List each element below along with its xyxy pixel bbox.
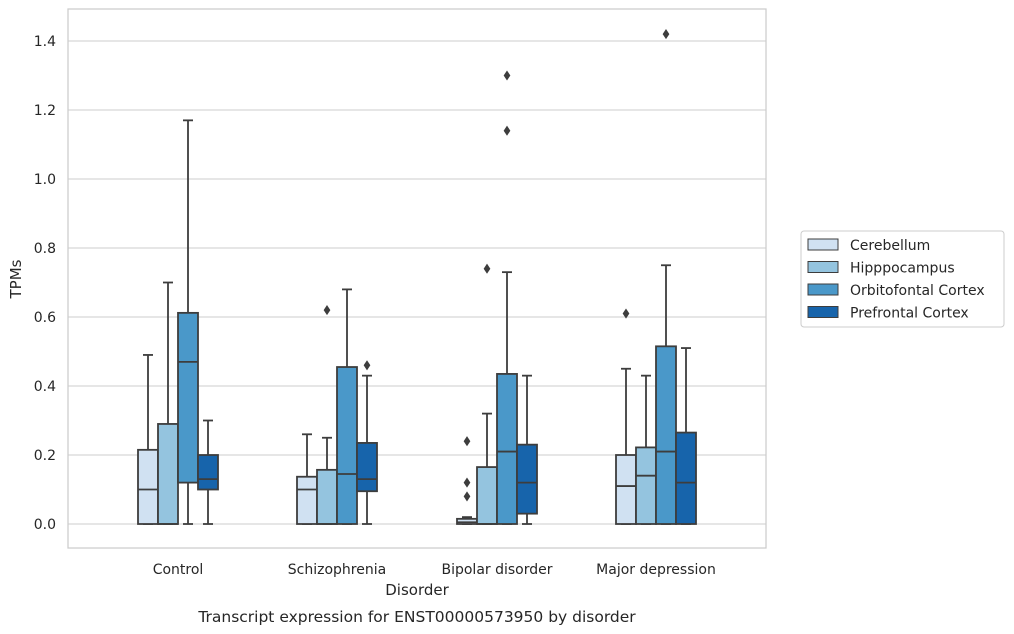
- box-orbitofontal-cortex: [655, 29, 677, 525]
- y-tick-label: 1.4: [34, 34, 56, 50]
- box-iqr: [197, 454, 219, 491]
- chart-caption: Transcript expression for ENST0000057395…: [197, 608, 636, 626]
- box-iqr: [316, 468, 338, 525]
- legend-swatch: [807, 306, 839, 318]
- box-iqr: [516, 443, 538, 515]
- box-iqr: [157, 423, 179, 525]
- box-prefrontal-cortex: [675, 347, 697, 525]
- y-axis-ticks: 0.0 0.2 0.4 0.6 0.8 1.0 1.2 1.4: [34, 34, 56, 533]
- box-orbitofontal-cortex: [177, 119, 199, 525]
- box-iqr: [336, 366, 358, 525]
- box-cerebellum: [137, 354, 159, 525]
- box-cerebellum: [296, 433, 318, 525]
- box-iqr: [635, 446, 657, 525]
- legend-label: Orbitofontal Cortex: [850, 283, 985, 299]
- outlier-point: [463, 491, 471, 502]
- legend: Cerebellum Hipppocampus Orbitofontal Corte…: [800, 230, 1005, 328]
- plot-frame: [67, 8, 767, 549]
- y-tick-label: 0.0: [34, 517, 56, 533]
- y-tick-label: 0.8: [34, 241, 56, 257]
- outlier-point: [463, 436, 471, 447]
- box-hipppocampus: [635, 374, 657, 525]
- box-iqr: [496, 373, 518, 525]
- x-axis-ticks: Control Schizophrenia Bipolar disorder Majo…: [153, 562, 716, 578]
- outlier-point: [503, 125, 511, 136]
- box-iqr: [615, 454, 637, 525]
- y-tick-label: 1.2: [34, 103, 56, 119]
- box-hipppocampus: [316, 305, 338, 525]
- outlier-point: [662, 29, 670, 40]
- legend-label: Prefrontal Cortex: [850, 306, 969, 322]
- legend-swatch: [807, 238, 839, 251]
- box-iqr: [476, 466, 498, 525]
- box-cerebellum: [615, 308, 637, 525]
- box-iqr: [655, 345, 677, 525]
- box-orbitofontal-cortex: [336, 288, 358, 525]
- y-tick-label: 0.2: [34, 448, 56, 464]
- box-iqr: [296, 475, 318, 525]
- legend-label: Cerebellum: [850, 238, 930, 254]
- x-tick-label: Major depression: [596, 562, 716, 578]
- outlier-point: [323, 305, 331, 316]
- y-tick-label: 1.0: [34, 172, 56, 188]
- box-orbitofontal-cortex: [496, 70, 518, 525]
- outlier-point: [363, 360, 371, 371]
- outlier-point: [463, 477, 471, 488]
- box-hipppocampus: [476, 263, 498, 525]
- box-iqr: [356, 442, 378, 493]
- legend-frame: [800, 230, 1005, 328]
- box-cerebellum: [456, 436, 478, 525]
- x-tick-label: Control: [153, 562, 204, 578]
- x-tick-label: Bipolar disorder: [441, 562, 552, 578]
- box-iqr: [137, 448, 159, 525]
- box-hipppocampus: [157, 281, 179, 525]
- box-prefrontal-cortex: [356, 360, 378, 525]
- outlier-point: [483, 263, 491, 274]
- box-iqr: [177, 311, 199, 484]
- legend-swatch: [807, 283, 839, 296]
- legend-swatch: [807, 261, 839, 273]
- x-axis-title: Disorder: [385, 581, 449, 599]
- outlier-point: [622, 308, 630, 319]
- box-prefrontal-cortex: [197, 419, 219, 525]
- box-iqr: [675, 431, 697, 525]
- y-axis-title: TPMs: [7, 259, 25, 299]
- y-tick-label: 0.4: [34, 379, 56, 395]
- outlier-point: [503, 70, 511, 81]
- x-tick-label: Schizophrenia: [288, 562, 386, 578]
- y-tick-label: 0.6: [34, 310, 56, 326]
- box-prefrontal-cortex: [516, 374, 538, 525]
- legend-label: Hipppocampus: [850, 261, 955, 277]
- box-plot-area: [137, 29, 697, 525]
